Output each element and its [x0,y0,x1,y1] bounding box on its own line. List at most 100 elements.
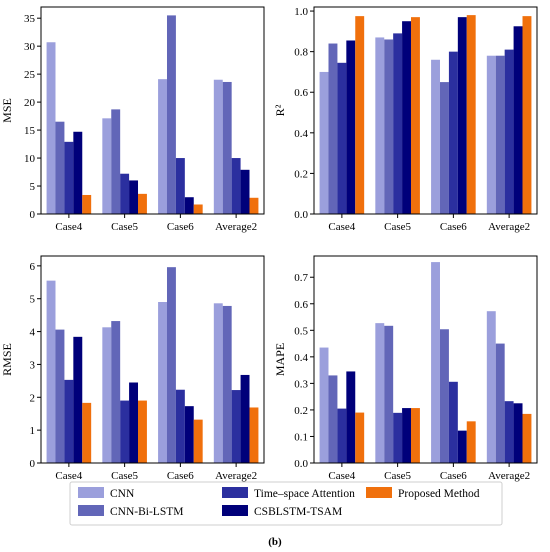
bar-r-case6-s2 [440,82,449,214]
bar-r-case5-s1 [375,37,385,214]
bar-rmse-case4-s5 [82,402,92,463]
bar-r-case4-s5 [355,16,365,214]
bar-mse-case6-s2 [166,15,176,215]
y-tick-label: 0 [30,209,36,221]
y-tick-label: 5 [30,181,36,193]
x-tick-label: Case5 [384,470,411,482]
x-tick-label: Average2 [488,221,530,233]
plot-frame [313,255,538,464]
plot-frame [40,6,265,215]
bar-r-case5-s4 [402,21,411,215]
bar-r-average2-s3 [504,49,514,215]
bar-r-average2-s1 [486,55,496,215]
bar-mse-case4-s5 [82,194,92,214]
bar-rmse-average2-s4 [240,374,250,463]
bar-mape-case5-s2 [384,325,394,463]
x-tick-label: Average2 [488,470,530,482]
bar-r-case6-s1 [431,59,440,215]
y-tick-label: 2 [30,392,36,404]
bar-rmse-case6-s1 [158,302,167,463]
bar-rmse-case4-s1 [46,280,56,463]
bar-mse-case4-s3 [64,141,74,214]
y-tick-label: 10 [24,153,36,165]
legend-swatch-2 [78,505,104,516]
bar-mape-case4-s1 [319,347,329,463]
y-tick-label: 1.0 [294,6,308,18]
y-tick-label: 0.4 [294,128,308,140]
bar-mape-case4-s3 [337,408,347,463]
bar-mape-average2-s2 [495,343,505,463]
bar-mse-average2-s4 [240,169,250,214]
y-tick-label: 25 [24,69,36,81]
bar-mse-case4-s4 [73,131,83,214]
bar-mse-case6-s3 [175,158,185,214]
bar-r-case4-s4 [346,40,356,214]
x-tick-label: Case5 [384,221,411,233]
legend-label-1: CNN [110,488,135,500]
bar-rmse-case5-s2 [111,321,121,463]
y-tick-label: 0.3 [294,378,308,390]
y-tick-label: 3 [30,359,36,371]
bar-rmse-case6-s5 [193,419,203,463]
bar-rmse-average2-s2 [222,305,232,463]
bar-rmse-case6-s4 [184,406,194,463]
bar-mape-average2-s4 [513,403,523,463]
legend-swatch-5 [366,487,392,498]
figure-caption: (b) [268,536,282,548]
bar-mape-case5-s5 [411,408,420,463]
y-tick-label: 0.0 [294,458,308,470]
bar-r-case6-s3 [448,51,458,215]
bar-mse-case4-s1 [46,42,56,214]
bar-r-case5-s3 [393,33,403,214]
bar-r-case4-s3 [337,62,347,215]
bar-r-case6-s5 [466,15,476,215]
bar-mse-case5-s3 [120,173,130,214]
bar-rmse-case5-s5 [138,400,147,463]
x-tick-label: Average2 [215,470,257,482]
chart-panel-3: 0 1 2 3 4 5 6 Case4 Case5 Case6 Average2 RMSE [0,255,265,482]
bar-mape-case6-s2 [440,329,449,463]
y-tick-label: 0.4 [294,352,308,364]
bar-mape-case5-s4 [402,408,411,463]
legend-label-3: Time–space Attention [254,488,355,500]
bar-mape-case6-s4 [457,430,467,463]
bar-rmse-case4-s4 [73,336,83,463]
bar-r-average2-s4 [513,26,523,215]
bar-mse-average2-s2 [222,81,232,214]
y-tick-label: 0.5 [294,325,308,337]
legend-swatch-4 [222,505,248,516]
y-axis-label: MAPE [273,343,287,376]
y-axis-label: R² [273,104,287,116]
y-tick-label: 0.1 [294,431,308,443]
bar-mape-case6-s3 [448,381,458,463]
bar-mape-case6-s1 [431,262,440,463]
x-tick-label: Case5 [111,470,138,482]
chart-panel-1: 0 5 10 15 20 25 30 35 Case4 Case5 Case6 Average2 MSE [0,6,265,233]
bar-rmse-case5-s1 [102,327,112,463]
x-tick-label: Case6 [440,470,467,482]
legend-label-4: CSBLSTM-TSAM [254,506,342,518]
x-tick-label: Case4 [328,470,355,482]
bar-rmse-average2-s1 [213,303,223,463]
y-tick-label: 15 [24,125,36,137]
x-tick-label: Case6 [440,221,467,233]
y-tick-label: 4 [30,327,36,339]
bar-mse-case5-s1 [102,118,112,214]
x-tick-label: Case6 [167,221,194,233]
bar-mse-case6-s4 [184,197,194,214]
legend-swatch-1 [78,487,104,498]
bar-mape-case4-s4 [346,371,356,463]
y-axis-label: RMSE [0,343,14,376]
y-axis-label: MSE [0,98,14,123]
chart-panel-2: 0.0 0.2 0.4 0.6 0.8 1.0 Case4 Case5 Case6 Average… [273,6,538,233]
plot-frame [40,255,265,464]
bar-mape-case4-s2 [328,375,338,463]
legend-box [69,481,503,526]
y-tick-label: 0 [30,458,36,470]
bar-r-case5-s5 [411,17,420,215]
y-tick-label: 1 [30,425,36,437]
bar-mse-average2-s1 [213,79,223,214]
x-tick-label: Case6 [167,470,194,482]
